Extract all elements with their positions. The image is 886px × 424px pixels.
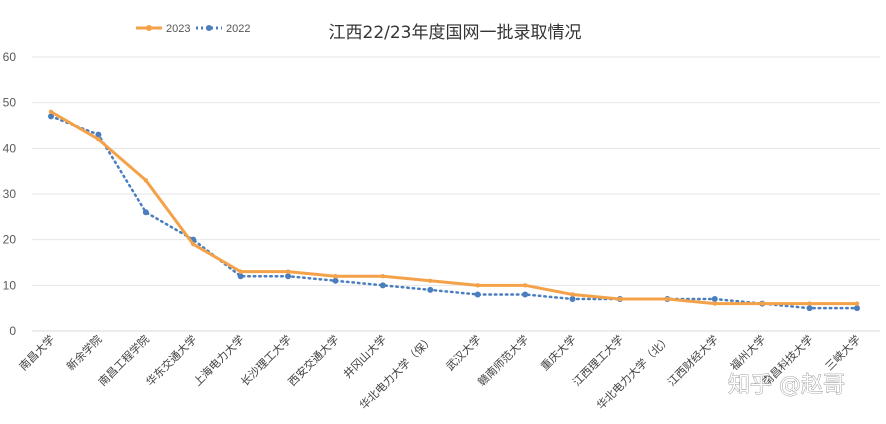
data-point-2022 bbox=[806, 305, 813, 312]
data-point-2023 bbox=[380, 274, 386, 279]
data-point-2022 bbox=[854, 305, 860, 312]
data-point-2022 bbox=[237, 273, 244, 280]
data-point-2023 bbox=[333, 274, 338, 279]
data-point-2022 bbox=[474, 291, 481, 298]
y-tick-label: 10 bbox=[3, 278, 17, 292]
series-line-2023 bbox=[49, 110, 859, 306]
data-point-2022 bbox=[379, 282, 386, 289]
y-axis-ticks: 0 10 20 30 40 50 60 bbox=[3, 50, 17, 338]
data-point-2023 bbox=[475, 283, 480, 288]
data-point-2023 bbox=[238, 269, 243, 274]
legend-marker-2023 bbox=[146, 25, 152, 31]
data-point-2022 bbox=[285, 273, 292, 280]
legend-item-2023: 2023 bbox=[136, 23, 190, 35]
x-tick-label: 重庆大学 bbox=[538, 332, 579, 373]
data-point-2023 bbox=[191, 242, 196, 247]
data-point-2022 bbox=[48, 113, 54, 120]
grid bbox=[32, 56, 880, 332]
data-point-2022 bbox=[95, 131, 102, 138]
y-tick-label: 40 bbox=[3, 141, 17, 155]
data-point-2022 bbox=[522, 291, 529, 298]
x-tick-label: 赣南师范大学 bbox=[475, 332, 532, 389]
y-tick-label: 50 bbox=[3, 96, 17, 110]
legend-item-2022: 2022 bbox=[196, 23, 250, 35]
data-point-2023 bbox=[428, 278, 433, 283]
watermark-text: 知乎 @赵哥 bbox=[728, 373, 845, 398]
legend: 2023 2022 bbox=[136, 23, 250, 35]
x-tick-label: 新余学院 bbox=[64, 332, 105, 373]
data-point-2022 bbox=[427, 286, 434, 293]
data-point-2022 bbox=[142, 209, 149, 216]
data-point-2023 bbox=[759, 301, 765, 306]
data-point-2022 bbox=[711, 296, 718, 303]
x-tick-label: 江西财经大学 bbox=[664, 332, 721, 389]
data-point-2023 bbox=[617, 296, 623, 302]
data-point-2023 bbox=[570, 292, 575, 297]
y-tick-label: 0 bbox=[9, 324, 16, 338]
x-tick-label: 三峡大学 bbox=[822, 332, 863, 373]
x-tick-label: 武汉大学 bbox=[443, 332, 484, 373]
data-point-2022 bbox=[332, 277, 339, 284]
data-point-2023 bbox=[712, 301, 717, 306]
series bbox=[48, 109, 860, 312]
data-point-2023 bbox=[807, 301, 812, 306]
data-point-2023 bbox=[854, 301, 860, 306]
data-point-2023 bbox=[522, 283, 528, 288]
x-tick-label: 井冈山大学 bbox=[340, 332, 389, 381]
data-point-2023 bbox=[665, 296, 670, 302]
x-tick-label: 南昌大学 bbox=[16, 332, 57, 373]
y-tick-label: 60 bbox=[3, 50, 17, 64]
legend-label-2022: 2022 bbox=[226, 23, 250, 35]
data-point-2023 bbox=[96, 137, 101, 142]
series-line-2022 bbox=[49, 115, 859, 310]
data-point-2023 bbox=[143, 178, 149, 183]
data-point-2023 bbox=[48, 109, 54, 115]
data-point-2023 bbox=[285, 269, 291, 274]
y-tick-label: 30 bbox=[3, 187, 17, 201]
data-point-2022 bbox=[569, 296, 576, 303]
legend-marker-2022 bbox=[206, 25, 212, 31]
x-tick-label: 福州大学 bbox=[727, 332, 768, 373]
y-tick-label: 20 bbox=[3, 233, 17, 247]
legend-label-2023: 2023 bbox=[166, 23, 190, 35]
chart-title: 江西22/23年度国网一批录取情况 bbox=[329, 23, 582, 43]
x-tick-label: 西安交通大学 bbox=[285, 332, 342, 389]
